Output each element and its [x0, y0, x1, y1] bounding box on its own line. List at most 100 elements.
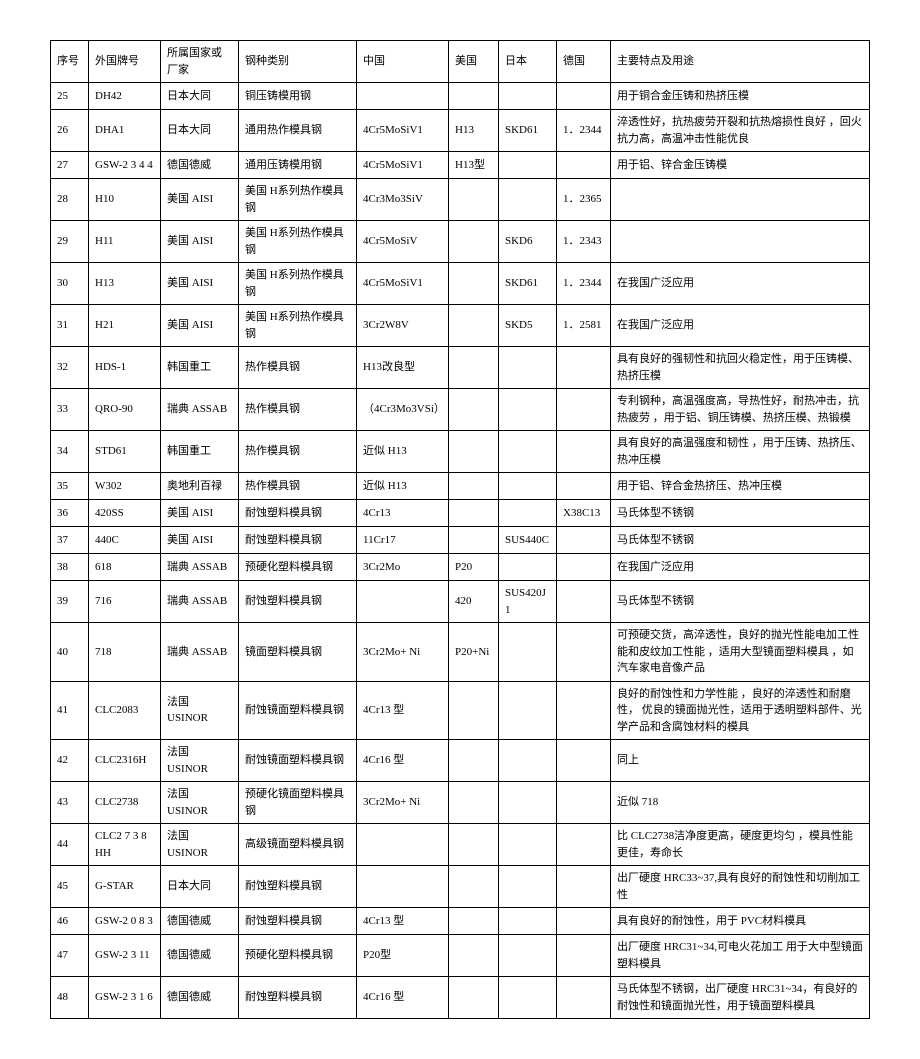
- table-cell: 近似 H13: [357, 473, 449, 500]
- table-cell: [499, 935, 557, 977]
- table-cell: 同上: [611, 740, 870, 782]
- table-cell: SKD5: [499, 305, 557, 347]
- header-row: 序号 外国牌号 所属国家或厂家 钢种类别 中国 美国 日本 德国 主要特点及用途: [51, 41, 870, 83]
- table-cell: [357, 824, 449, 866]
- table-cell: 德国德威: [161, 908, 239, 935]
- table-cell: 美国 H系列热作模具钢: [239, 263, 357, 305]
- table-cell: [449, 782, 499, 824]
- col-钢种类别: 钢种类别: [239, 41, 357, 83]
- table-cell: SUS440C: [499, 527, 557, 554]
- table-cell: 3Cr2Mo: [357, 554, 449, 581]
- table-cell: H10: [89, 179, 161, 221]
- table-cell: 专利钢种，高温强度高，导热性好，耐热冲击，抗热疲劳 ，用于铝、铜压铸模、热挤压模…: [611, 389, 870, 431]
- table-cell: [357, 866, 449, 908]
- table-row: 43CLC2738法国 USINOR预硬化镜面塑料模具钢3Cr2Mo+ Ni近似…: [51, 782, 870, 824]
- table-cell: 法国 USINOR: [161, 740, 239, 782]
- table-row: 30H13美国 AISI美国 H系列热作模具钢4Cr5MoSiV1SKD611．…: [51, 263, 870, 305]
- table-cell: GSW-2 3 1 6: [89, 977, 161, 1019]
- table-cell: 37: [51, 527, 89, 554]
- table-cell: H11: [89, 221, 161, 263]
- table-row: 28H10美国 AISI美国 H系列热作模具钢4Cr3Mo3SiV1．2365: [51, 179, 870, 221]
- table-row: 27GSW-2 3 4 4德国德威通用压铸模用钢4Cr5MoSiV1H13型用于…: [51, 152, 870, 179]
- table-cell: [449, 347, 499, 389]
- table-cell: 可预硬交货，高淬透性，良好的抛光性能电加工性能和皮纹加工性能 ，适用大型镜面塑料…: [611, 623, 870, 682]
- table-cell: 高级镜面塑料模具钢: [239, 824, 357, 866]
- table-cell: [449, 500, 499, 527]
- table-cell: CLC2083: [89, 681, 161, 740]
- table-cell: 1．2581: [557, 305, 611, 347]
- table-cell: 618: [89, 554, 161, 581]
- table-cell: [499, 740, 557, 782]
- table-cell: 热作模具钢: [239, 389, 357, 431]
- table-cell: 韩国重工: [161, 431, 239, 473]
- table-cell: 43: [51, 782, 89, 824]
- table-cell: [557, 824, 611, 866]
- table-cell: 预硬化塑料模具钢: [239, 554, 357, 581]
- table-cell: 预硬化塑料模具钢: [239, 935, 357, 977]
- table-cell: H13: [449, 110, 499, 152]
- table-cell: 3Cr2Mo+ Ni: [357, 623, 449, 682]
- table-cell: 33: [51, 389, 89, 431]
- table-cell: [611, 221, 870, 263]
- table-cell: SUS420J1: [499, 581, 557, 623]
- table-cell: [449, 179, 499, 221]
- table-cell: 美国 AISI: [161, 527, 239, 554]
- table-cell: GSW-2 3 11: [89, 935, 161, 977]
- table-cell: 美国 H系列热作模具钢: [239, 221, 357, 263]
- table-row: 29H11美国 AISI美国 H系列热作模具钢4Cr5MoSiVSKD61．23…: [51, 221, 870, 263]
- table-cell: 日本大同: [161, 110, 239, 152]
- col-中国: 中国: [357, 41, 449, 83]
- table-cell: 具有良好的强韧性和抗回火稳定性，用于压铸模、热挤压模: [611, 347, 870, 389]
- steel-grades-table: 序号 外国牌号 所属国家或厂家 钢种类别 中国 美国 日本 德国 主要特点及用途…: [50, 40, 870, 1019]
- table-cell: 通用热作模具钢: [239, 110, 357, 152]
- table-cell: 马氏体型不锈钢: [611, 581, 870, 623]
- table-row: 26DHA1日本大同通用热作模具钢4Cr5MoSiV1H13SKD611．234…: [51, 110, 870, 152]
- table-cell: 4Cr3Mo3SiV: [357, 179, 449, 221]
- table-cell: [449, 935, 499, 977]
- table-cell: 耐蚀塑料模具钢: [239, 581, 357, 623]
- table-cell: STD61: [89, 431, 161, 473]
- table-cell: 30: [51, 263, 89, 305]
- table-cell: P20型: [357, 935, 449, 977]
- table-cell: 比 CLC2738洁净度更高，硬度更均匀 ，模具性能更佳，寿命长: [611, 824, 870, 866]
- table-cell: [557, 623, 611, 682]
- table-cell: 瑞典 ASSAB: [161, 389, 239, 431]
- table-row: 34STD61韩国重工热作模具钢近似 H13具有良好的高温强度和韧性 ，用于压铸…: [51, 431, 870, 473]
- table-cell: 4Cr13 型: [357, 681, 449, 740]
- table-cell: GSW-2 0 8 3: [89, 908, 161, 935]
- table-row: 25DH42日本大同铜压铸模用钢用于铜合金压铸和热挤压模: [51, 83, 870, 110]
- table-cell: 美国 AISI: [161, 500, 239, 527]
- table-cell: 美国 H系列热作模具钢: [239, 305, 357, 347]
- table-row: 38618瑞典 ASSAB预硬化塑料模具钢3Cr2MoP20在我国广泛应用: [51, 554, 870, 581]
- table-cell: [357, 83, 449, 110]
- table-cell: 440C: [89, 527, 161, 554]
- table-cell: 马氏体型不锈钢: [611, 527, 870, 554]
- table-row: 46GSW-2 0 8 3德国德威耐蚀塑料模具钢4Cr13 型具有良好的耐蚀性，…: [51, 908, 870, 935]
- table-cell: [557, 977, 611, 1019]
- table-cell: [499, 431, 557, 473]
- table-row: 39716瑞典 ASSAB耐蚀塑料模具钢420SUS420J1马氏体型不锈钢: [51, 581, 870, 623]
- table-cell: SKD61: [499, 263, 557, 305]
- col-美国: 美国: [449, 41, 499, 83]
- table-cell: H13: [89, 263, 161, 305]
- col-日本: 日本: [499, 41, 557, 83]
- col-主要特点及用途: 主要特点及用途: [611, 41, 870, 83]
- table-cell: W302: [89, 473, 161, 500]
- table-row: 36420SS美国 AISI耐蚀塑料模具钢4Cr13X38C13马氏体型不锈钢: [51, 500, 870, 527]
- table-cell: [449, 305, 499, 347]
- table-cell: P20+Ni: [449, 623, 499, 682]
- table-cell: [611, 179, 870, 221]
- table-cell: 718: [89, 623, 161, 682]
- table-cell: [557, 152, 611, 179]
- table-cell: [357, 581, 449, 623]
- table-cell: 淬透性好，抗热疲劳开裂和抗热熔损性良好 ，回火抗力高，高温冲击性能优良: [611, 110, 870, 152]
- table-cell: [557, 681, 611, 740]
- table-cell: 具有良好的高温强度和韧性 ，用于压铸、热挤压、热冲压模: [611, 431, 870, 473]
- table-cell: 耐蚀塑料模具钢: [239, 500, 357, 527]
- col-序号: 序号: [51, 41, 89, 83]
- table-cell: 耐蚀塑料模具钢: [239, 977, 357, 1019]
- table-cell: [557, 389, 611, 431]
- table-cell: 耐蚀塑料模具钢: [239, 908, 357, 935]
- table-cell: 美国 AISI: [161, 179, 239, 221]
- table-cell: 耐蚀镜面塑料模具钢: [239, 740, 357, 782]
